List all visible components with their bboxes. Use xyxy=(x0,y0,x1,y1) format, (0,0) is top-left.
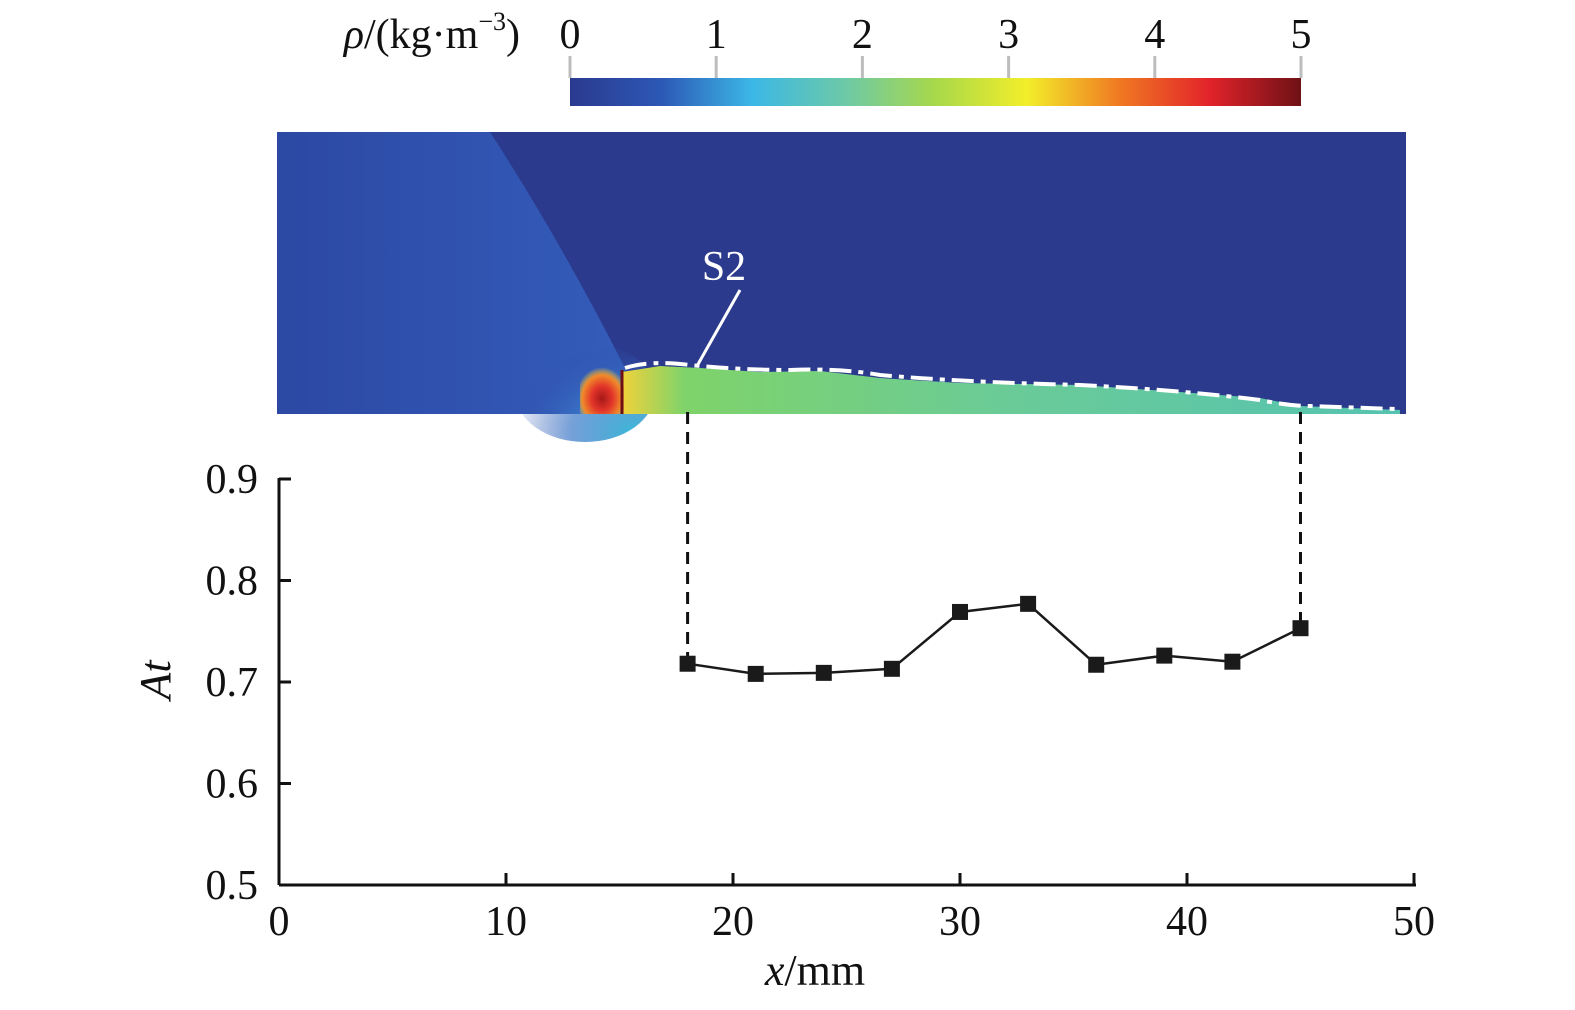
colorbar-label-exp: −3 xyxy=(478,7,506,36)
layer-boundary-line xyxy=(624,361,1396,411)
annotation-leader xyxy=(695,289,742,367)
x-tick-label: 0 xyxy=(269,899,290,945)
data-point xyxy=(815,664,832,681)
colorbar-tick-label: 5 xyxy=(1291,12,1312,58)
colorbar-label-close: ) xyxy=(506,12,520,58)
y-tick-label: 0.7 xyxy=(206,660,259,706)
x-ticks: 0 10 20 30 40 50 xyxy=(269,873,1435,945)
colorbar-label-unit: /(kg·m xyxy=(364,12,479,58)
series-line xyxy=(687,602,1302,676)
x-axis-title-var: x xyxy=(764,946,785,995)
colorbar-tick-label: 1 xyxy=(706,12,727,58)
data-point xyxy=(1292,620,1309,637)
series-at xyxy=(679,595,1309,682)
x-tick-label: 10 xyxy=(485,899,527,945)
colorbar-label: ρ/(kg·m−3) xyxy=(342,7,520,58)
data-point xyxy=(679,655,696,672)
colorbar-label-symbol: ρ xyxy=(342,12,364,58)
contour-hot-spot xyxy=(580,362,624,414)
colorbar-tick-label: 2 xyxy=(852,12,873,58)
data-point xyxy=(883,660,900,677)
contour-shock-region xyxy=(277,132,625,414)
y-tick-label: 0.9 xyxy=(206,457,259,503)
x-tick-label: 20 xyxy=(712,899,754,945)
y-tick-label: 0.6 xyxy=(206,762,259,808)
contour-layer xyxy=(622,366,1400,414)
dashed-guides xyxy=(686,412,1302,664)
y-axis-title: At xyxy=(131,659,180,703)
y-tick-label: 0.8 xyxy=(206,559,259,605)
data-point xyxy=(952,603,968,620)
data-point xyxy=(1224,653,1241,670)
colorbar-tick-label: 3 xyxy=(998,12,1019,58)
data-point xyxy=(1088,656,1105,673)
colorbar-bar xyxy=(570,78,1301,106)
colorbar-tick-label: 4 xyxy=(1144,12,1165,58)
annotation-s2: S2 xyxy=(702,244,746,290)
x-axis-title: x/mm xyxy=(764,946,865,995)
y-ticks: 0.5 0.6 0.7 0.8 0.9 xyxy=(206,457,291,909)
x-tick-label: 50 xyxy=(1393,899,1435,945)
density-contour: S2 xyxy=(277,132,1406,442)
x-axis-title-unit: /mm xyxy=(784,946,865,995)
chart: 0 10 20 30 40 50 0.5 0.6 0.7 0.8 0.9 x/mm At xyxy=(131,412,1435,995)
y-tick-label: 0.5 xyxy=(206,863,259,909)
colorbar-tick-label: 0 xyxy=(560,12,581,58)
x-tick-label: 40 xyxy=(1166,899,1208,945)
colorbar-ticks: 0 1 2 3 4 5 xyxy=(560,12,1312,78)
data-point xyxy=(1156,647,1173,664)
data-point xyxy=(1020,595,1037,612)
colorbar: ρ/(kg·m−3) 0 1 2 3 4 5 xyxy=(342,7,1312,106)
x-tick-label: 30 xyxy=(939,899,981,945)
data-point xyxy=(747,665,764,682)
